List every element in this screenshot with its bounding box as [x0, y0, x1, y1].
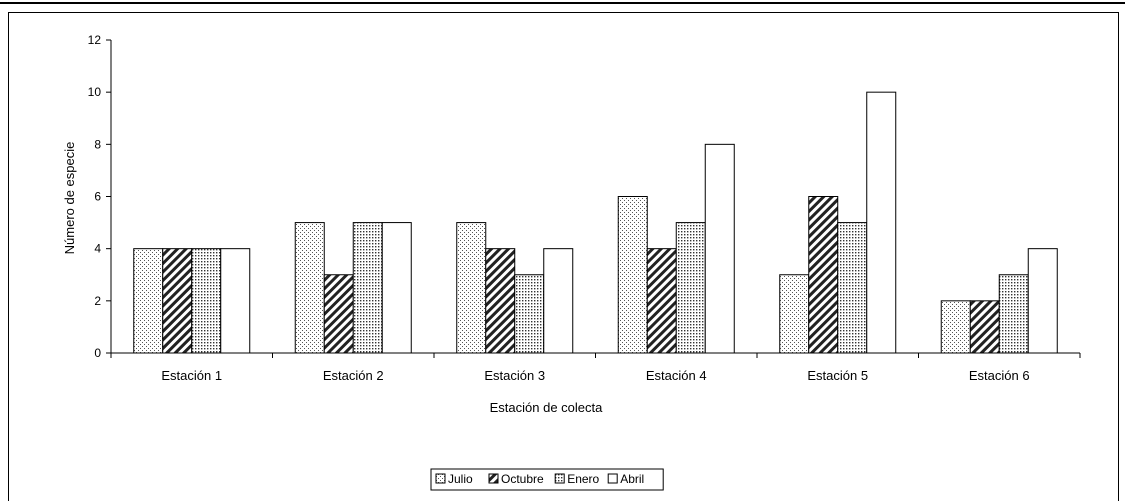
legend-label: Julio — [448, 472, 473, 486]
bar-enero — [998, 274, 1029, 354]
bar-octubre — [969, 300, 1000, 354]
x-tick-label: Estación 2 — [323, 368, 384, 383]
legend-swatch-julio — [435, 473, 446, 484]
bar-abril — [704, 143, 735, 354]
axes — [110, 40, 1080, 354]
bar-octubre — [162, 248, 193, 354]
x-tick-label: Estación 1 — [161, 368, 222, 383]
bar-enero — [514, 274, 545, 354]
legend-swatch-enero — [554, 473, 565, 484]
bar-julio — [133, 248, 164, 354]
x-tick-label: Estación 5 — [807, 368, 868, 383]
x-ticks — [110, 353, 1081, 358]
bar-octubre — [485, 248, 516, 354]
y-tick-label: 12 — [88, 33, 102, 47]
x-tick-label: Estación 4 — [646, 368, 707, 383]
legend: Julio Octubre Enero Abril — [430, 468, 664, 491]
y-tick-label: 6 — [94, 190, 101, 204]
bar-enero — [191, 248, 222, 354]
chart-frame — [8, 12, 1119, 501]
bar-julio — [617, 196, 648, 354]
bar-julio — [456, 222, 487, 354]
y-tick-label: 0 — [94, 346, 101, 360]
bar-julio — [779, 274, 810, 354]
bars — [133, 91, 1058, 354]
bar-enero — [675, 222, 706, 354]
bar-enero — [837, 222, 868, 354]
x-axis-title: Estación de colecta — [490, 400, 604, 415]
legend-label: Abril — [620, 472, 644, 486]
bar-abril — [1027, 248, 1058, 354]
x-tick-label: Estación 6 — [969, 368, 1030, 383]
bar-abril — [866, 91, 897, 354]
top-rule — [0, 2, 1125, 4]
bar-octubre — [646, 248, 677, 354]
legend-swatch-abril — [607, 473, 618, 484]
bar-abril — [543, 248, 574, 354]
y-tick-label: 2 — [94, 294, 101, 308]
y-ticks: 0 2 4 6 8 10 12 — [88, 33, 111, 360]
legend-label: Octubre — [501, 472, 544, 486]
y-axis-title: Número de especie — [62, 142, 77, 255]
y-tick-label: 4 — [94, 242, 101, 256]
bar-abril — [381, 222, 412, 354]
bar-julio — [940, 300, 971, 354]
y-tick-label: 10 — [88, 85, 102, 99]
bar-julio — [294, 222, 325, 354]
y-tick-label: 8 — [94, 137, 101, 151]
bar-octubre — [323, 274, 354, 354]
bar-enero — [352, 222, 383, 354]
x-tick-labels: Estación 1 Estación 2 Estación 3 Estación 4… — [161, 368, 1029, 383]
bar-abril — [220, 248, 251, 354]
bar-octubre — [808, 196, 839, 354]
x-tick-label: Estación 3 — [484, 368, 545, 383]
legend-swatch-octubre — [488, 473, 499, 484]
legend-label: Enero — [567, 472, 599, 486]
